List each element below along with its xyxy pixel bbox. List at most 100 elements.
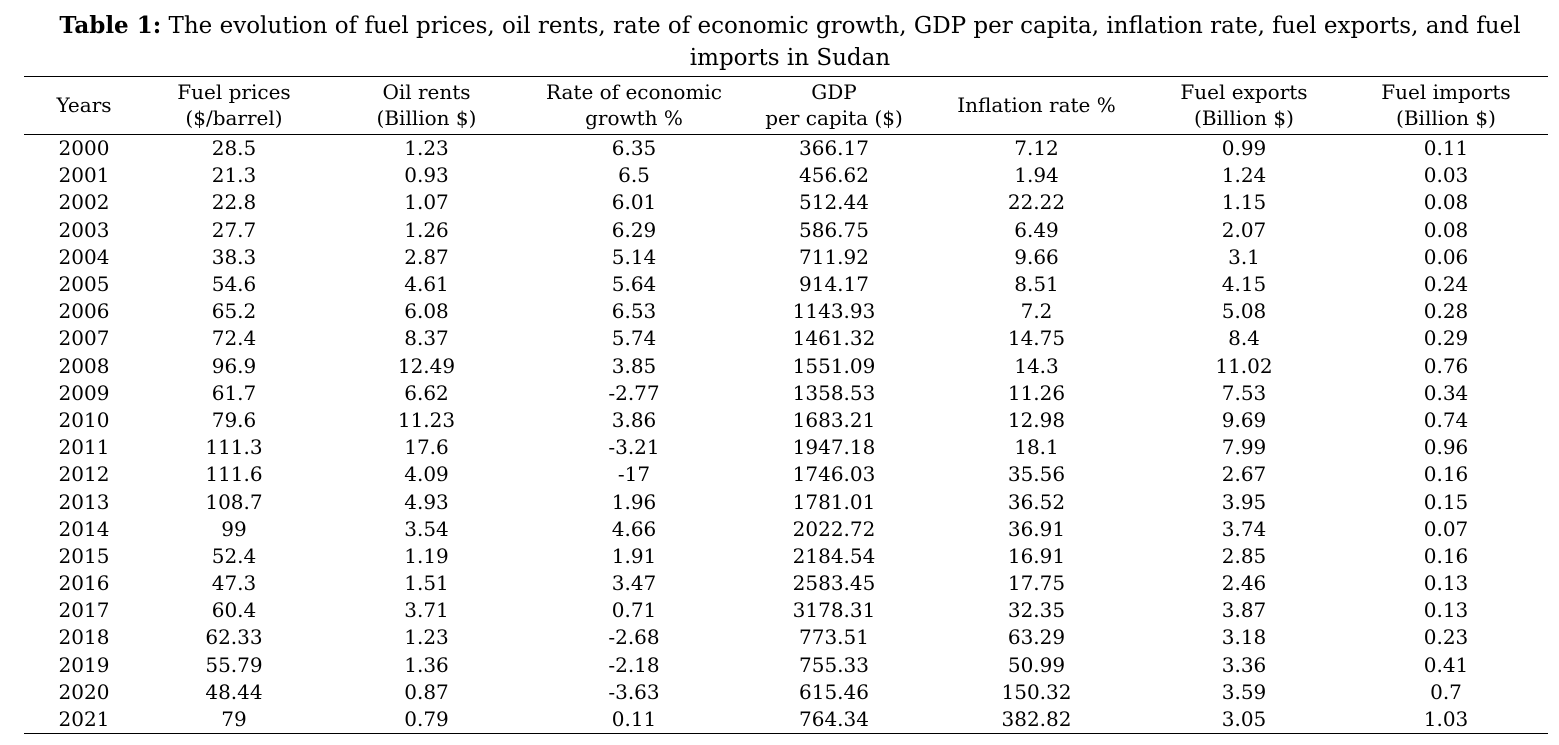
table-cell: 16.91 [1007, 543, 1066, 568]
table-cell: 52.4 [211, 543, 257, 568]
table-cell: 1746.03 [792, 462, 876, 487]
table-cell: 1781.01 [792, 489, 876, 514]
table-cell: 1.94 [1014, 163, 1059, 188]
caption-text: The evolution of fuel prices, oil rents,… [161, 13, 1521, 71]
year-cell: 2015 [58, 543, 110, 568]
table-cell: 2022.72 [792, 516, 876, 541]
header-line: ($/barrel) [185, 106, 283, 130]
table-cell: 8.51 [1014, 272, 1059, 297]
table-cell: 3178.31 [792, 598, 876, 623]
table-row: 2014 99 3.54 4.66 2022.72 36.91 3.74 0.07 [24, 516, 1548, 543]
table-cell: 0.99 [1221, 136, 1267, 161]
table-cell: 17.75 [1007, 571, 1066, 596]
table-cell: 1947.18 [792, 435, 876, 460]
table-cell: 3.86 [611, 407, 657, 432]
table-cell: 2.85 [1221, 543, 1267, 568]
data-table: Years Fuel prices ($/barrel) Oil rents (Bill… [24, 76, 1548, 734]
year-cell: 2005 [58, 272, 110, 297]
table-cell: 0.06 [1423, 244, 1469, 269]
header-gdp-per-capita: GDP per capita ($) [739, 77, 929, 135]
table-cell: 11.26 [1007, 380, 1066, 405]
table-cell: 3.85 [611, 353, 657, 378]
year-cell: 2021 [58, 707, 110, 732]
table-cell: 9.69 [1221, 407, 1267, 432]
header-line: Years [56, 93, 112, 117]
table-cell: 50.99 [1007, 652, 1066, 677]
header-line: (Billion $) [376, 106, 477, 130]
header-fuel-imports: Fuel imports (Billion $) [1344, 77, 1548, 135]
table-cell: 0.13 [1423, 571, 1469, 596]
table-cell: 0.29 [1423, 326, 1469, 351]
header-inflation-rate: Inflation rate % [929, 77, 1144, 135]
table-row: 2015 52.4 1.19 1.91 2184.54 16.91 2.85 0.16 [24, 543, 1548, 570]
table-cell: 54.6 [211, 272, 257, 297]
table-cell: 4.66 [611, 516, 657, 541]
table-cell: 3.95 [1221, 489, 1267, 514]
table-row: 2021 79 0.79 0.11 764.34 382.82 3.05 1.03 [24, 706, 1548, 734]
year-cell: 2014 [58, 516, 110, 541]
table-cell: 382.82 [1001, 707, 1072, 732]
table-cell: 22.8 [211, 190, 257, 215]
table-cell: 7.99 [1221, 435, 1267, 460]
table-cell: 512.44 [799, 190, 869, 215]
table-cell: 18.1 [1014, 435, 1059, 460]
header-line: growth % [585, 106, 683, 130]
table-cell: 6.53 [611, 299, 657, 324]
table-cell: 3.87 [1221, 598, 1267, 623]
table-cell: 6.49 [1014, 217, 1059, 242]
table-cell: 2.07 [1221, 217, 1267, 242]
table-cell: 0.08 [1423, 190, 1469, 215]
table-cell: 65.2 [211, 299, 257, 324]
table-cell: 6.01 [611, 190, 657, 215]
table-cell: 6.08 [404, 299, 449, 324]
table-cell: 366.17 [799, 136, 869, 161]
table-cell: 62.33 [205, 625, 263, 650]
table-cell: 36.91 [1007, 516, 1066, 541]
table-body: 2000 28.5 1.23 6.35 366.17 7.12 0.99 0.11 2001 21… [24, 135, 1548, 734]
table-cell: 1.15 [1221, 190, 1267, 215]
table-row: 2004 38.3 2.87 5.14 711.92 9.66 3.1 0.06 [24, 244, 1548, 271]
table-cell: 4.15 [1221, 272, 1267, 297]
table-cell: 1.24 [1221, 163, 1267, 188]
table-cell: 764.34 [799, 707, 869, 732]
header-line: (Billion $) [1194, 106, 1294, 130]
table-cell: 2.87 [404, 244, 449, 269]
table-cell: 8.37 [404, 326, 449, 351]
table-cell: 3.54 [404, 516, 449, 541]
table-cell: 9.66 [1014, 244, 1059, 269]
table-row: 2012 111.6 4.09 -17 1746.03 35.56 2.67 0.16 [24, 461, 1548, 488]
header-economic-growth: Rate of economic growth % [529, 77, 739, 135]
table-row: 2006 65.2 6.08 6.53 1143.93 7.2 5.08 0.28 [24, 298, 1548, 325]
year-cell: 2017 [58, 598, 110, 623]
table-cell: 0.74 [1423, 407, 1469, 432]
table-cell: 0.23 [1423, 625, 1469, 650]
table-cell: 27.7 [211, 217, 257, 242]
table-cell: 2583.45 [792, 571, 876, 596]
table-cell: 3.59 [1221, 679, 1267, 704]
table-cell: -2.77 [608, 380, 660, 405]
table-cell: 79.6 [211, 407, 257, 432]
table-cell: 1358.53 [792, 380, 876, 405]
table-cell: 8.4 [1228, 326, 1260, 351]
table-cell: 32.35 [1007, 598, 1066, 623]
year-cell: 2018 [58, 625, 110, 650]
table-cell: 711.92 [799, 244, 869, 269]
table-cell: 5.64 [611, 272, 657, 297]
table-cell: 11.02 [1215, 353, 1273, 378]
table-row: 2005 54.6 4.61 5.64 914.17 8.51 4.15 0.24 [24, 271, 1548, 298]
table-cell: 0.71 [611, 598, 657, 623]
year-cell: 2019 [58, 652, 110, 677]
table-cell: 150.32 [1001, 679, 1072, 704]
table-cell: 11.23 [397, 407, 456, 432]
table-cell: 0.15 [1423, 489, 1469, 514]
table-cell: 0.11 [1423, 136, 1469, 161]
year-cell: 2013 [58, 489, 110, 514]
table-cell: 60.4 [211, 598, 257, 623]
year-cell: 2011 [58, 435, 110, 460]
table-cell: 1.91 [611, 543, 657, 568]
table-cell: 0.87 [404, 679, 449, 704]
header-fuel-exports: Fuel exports (Billion $) [1144, 77, 1344, 135]
table-cell: 1.36 [404, 652, 449, 677]
table-row: 2003 27.7 1.26 6.29 586.75 6.49 2.07 0.08 [24, 217, 1548, 244]
table-cell: 0.28 [1423, 299, 1469, 324]
